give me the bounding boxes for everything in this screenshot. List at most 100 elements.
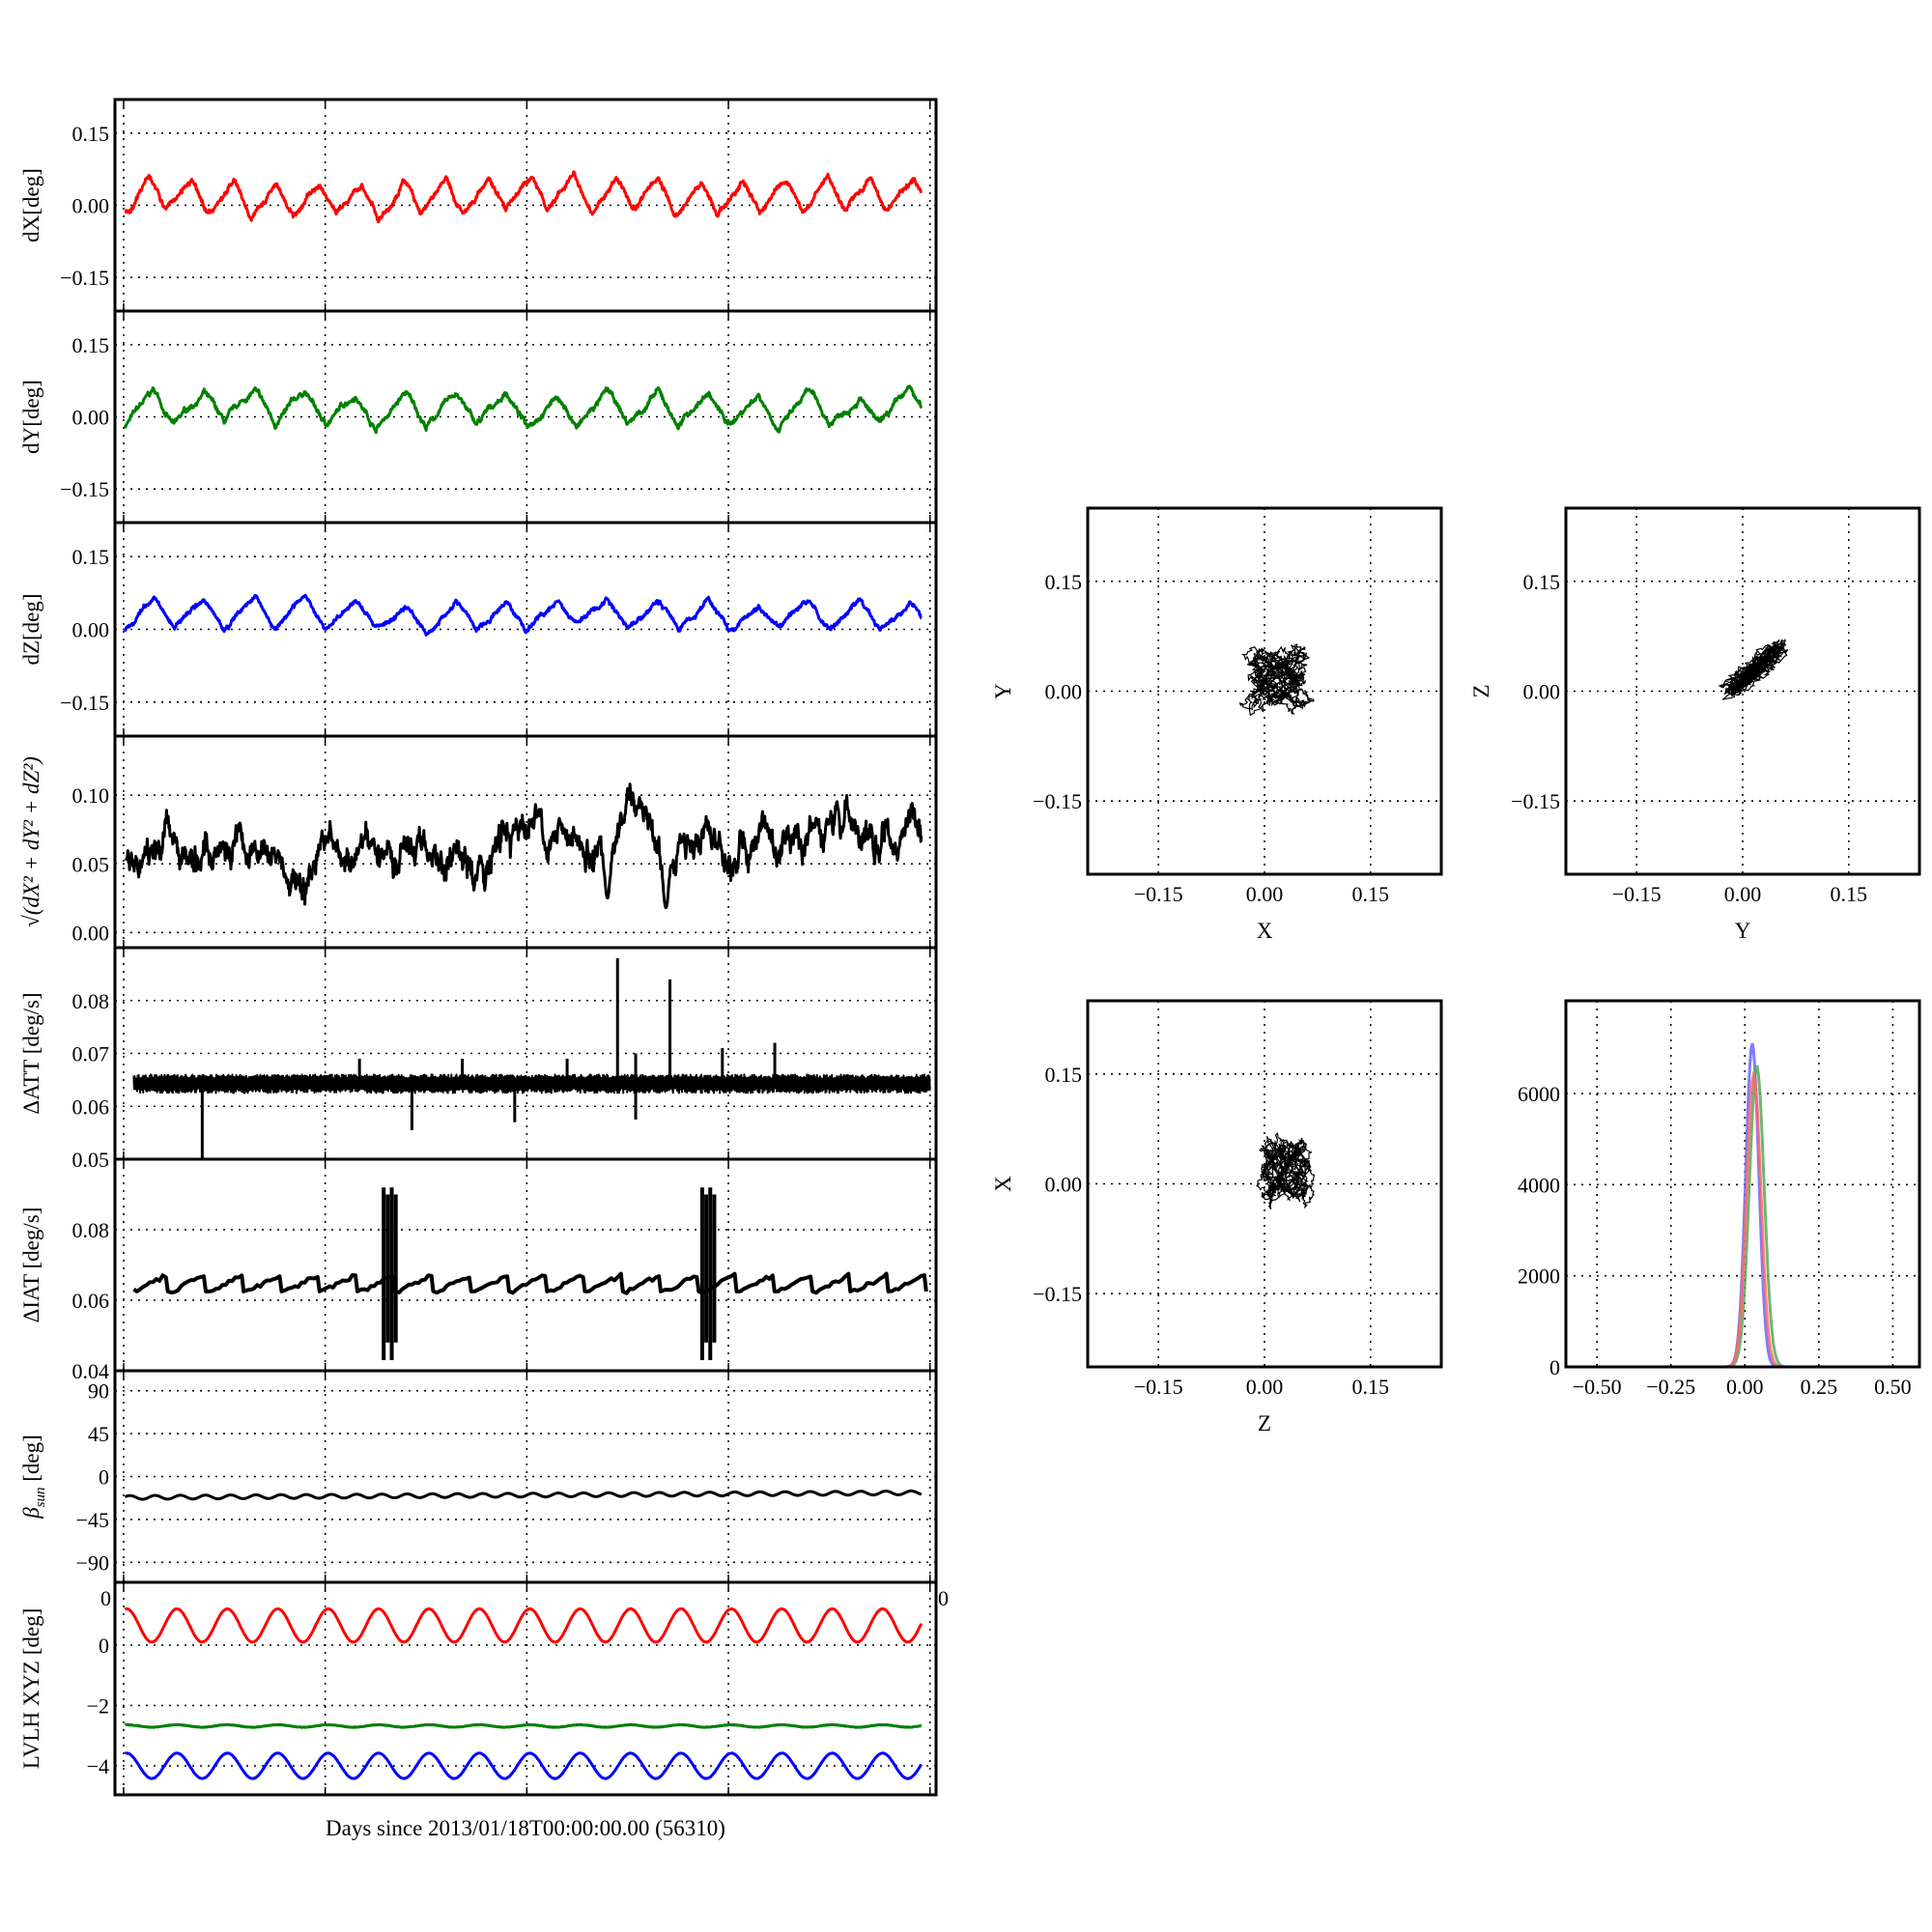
y-axis-label: Y [991,683,1015,699]
y-axis-label: ΔIAT [deg/s] [19,1208,43,1323]
y-tick-label: 0.00 [1523,680,1561,704]
panel-frame [115,1159,936,1371]
panel-dx: 0.15 0.00 −0.15 dX[deg] [19,99,936,311]
y-tick-label: −90 [76,1550,109,1575]
scatter-trace [1719,639,1788,699]
x-axis-label: Y [1735,919,1751,943]
y-axis-label: LVLH XYZ [deg] [19,1608,43,1770]
x-tick-label: 0.00 [1246,1375,1284,1399]
x-tick-label: 0.00 [1246,882,1284,906]
panel-norm: 0.10 0.05 0.00 √(dX² + dY² + dZ²) [19,736,936,948]
histogram: −0.50 −0.25 0.00 0.25 0.50 0 2000 4000 6000 [1518,1001,1919,1399]
y-tick-label: 0.15 [72,122,110,146]
y-label-subscript: sun [33,1487,48,1507]
x-axis-label: Days since 2013/01/18T00:00:00.00 (56310… [326,1816,725,1840]
panel-dy: 0.15 0.00 −0.15 dY[deg] [19,311,936,523]
panel-beta: 90 45 0 −45 −90 βsun [deg] [19,1371,936,1582]
y-tick-label: −0.15 [60,477,109,501]
y-tick-label: 0.00 [72,618,110,642]
y-tick-label: −0.15 [60,266,109,290]
dy-line [125,386,921,433]
corner-label: 0 [100,1586,111,1610]
histogram-dx-line [1597,1075,1892,1367]
norm-line [125,784,921,908]
y-tick-label: 0.15 [1523,570,1561,594]
panel-lvlh: 0 −2 −4 0 0 LVLH XYZ [deg] [19,1582,949,1795]
x-tick-label: 0.15 [1352,1375,1390,1399]
y-tick-label: 0 [1549,1355,1560,1379]
x-tick-label: 0.00 [1726,1375,1764,1399]
y-tick-label: 6000 [1518,1082,1560,1106]
lvlh-y-line [125,1724,921,1727]
plot-area [133,1187,925,1360]
dx-line [125,172,921,222]
y-tick-label: 0.00 [72,194,110,218]
y-label-unit: [deg] [19,1435,43,1487]
lvlh-z-line [125,1753,921,1779]
plot-area [125,784,921,908]
y-tick-label: 2000 [1518,1264,1560,1289]
lvlh-x-line [125,1608,921,1642]
y-tick-label: 0.00 [1045,680,1083,704]
plot-area [133,958,929,1159]
y-tick-label: −0.15 [1033,789,1082,813]
y-tick-label: 0 [99,1634,109,1658]
x-tick-label: −0.15 [1134,882,1183,906]
y-tick-label: 0 [99,1465,109,1490]
y-axis-label: dY[deg] [19,380,43,454]
y-tick-label: 4000 [1518,1173,1560,1197]
scatter-trace [1257,1133,1315,1209]
y-tick-label: 0.00 [1045,1173,1083,1197]
y-tick-label: 0.07 [72,1042,110,1066]
y-tick-label: 0.06 [72,1289,110,1313]
y-tick-label: −45 [76,1508,109,1532]
panel-dz: 0.15 0.00 −0.15 dZ[deg] [19,523,936,736]
figure: Days since 2013/01/18T00:00:00.00 (56310… [0,0,1932,1932]
x-tick-label: 0.50 [1874,1375,1912,1399]
x-tick-label: 0.25 [1801,1375,1838,1399]
panel-iat: 0.08 0.06 0.04 ΔIAT [deg/s] [19,1159,936,1383]
y-tick-label: 0.15 [72,545,110,569]
plot-area [125,386,921,433]
y-axis-label: ΔATT [deg/s] [19,992,43,1114]
y-tick-label: 0.06 [72,1094,110,1119]
y-tick-label: 0.08 [72,1218,110,1242]
scatter-yz: −0.15 −0.15 0.00 0.00 0.15 0.15 Y Z [1469,508,1919,943]
scatter-trace [1240,644,1314,715]
y-tick-label: 0.15 [1045,570,1083,594]
y-tick-label: 0.15 [1045,1063,1083,1087]
x-tick-label: 0.15 [1831,882,1868,906]
plot-area [125,1491,921,1499]
y-tick-label: 0.05 [72,852,110,876]
y-label-symbol: β [19,1507,43,1520]
y-axis-label: X [991,1176,1015,1192]
y-axis-label: √(dX² + dY² + dZ²) [19,756,43,927]
y-tick-label: 90 [88,1379,109,1404]
y-tick-label: −2 [87,1694,109,1719]
plot-area [125,1608,921,1778]
y-tick-label: −0.15 [60,691,109,715]
y-axis-label: dZ[deg] [19,593,43,665]
x-axis-label: Z [1258,1411,1271,1435]
dz-line [125,595,921,635]
y-axis-label: dX[deg] [19,168,43,242]
panel-att: 0.08 0.07 0.06 0.05 ΔATT [deg/s] [19,948,936,1172]
y-axis-label: βsun [deg] [19,1435,48,1520]
y-tick-label: 0.05 [72,1148,110,1172]
x-tick-label: 0.15 [1352,882,1390,906]
iat-line [133,1274,925,1293]
y-tick-label: 0.08 [72,989,110,1013]
x-tick-label: −0.15 [1612,882,1662,906]
plot-area [125,595,921,635]
plot-area [125,172,921,222]
panel-frame [115,736,936,948]
x-axis-label: X [1257,919,1273,943]
beta-line [125,1491,921,1499]
x-tick-label: 0.00 [1724,882,1762,906]
scatter-xy: −0.15 −0.15 0.00 0.00 0.15 0.15 X Y [991,508,1441,943]
x-tick-label: −0.25 [1646,1375,1695,1399]
y-tick-label: 0.00 [72,406,110,430]
scatter-zx: −0.15 −0.15 0.00 0.00 0.15 0.15 Z X [991,1001,1441,1435]
x-tick-label: −0.50 [1573,1375,1622,1399]
y-axis-label: Z [1469,684,1493,697]
